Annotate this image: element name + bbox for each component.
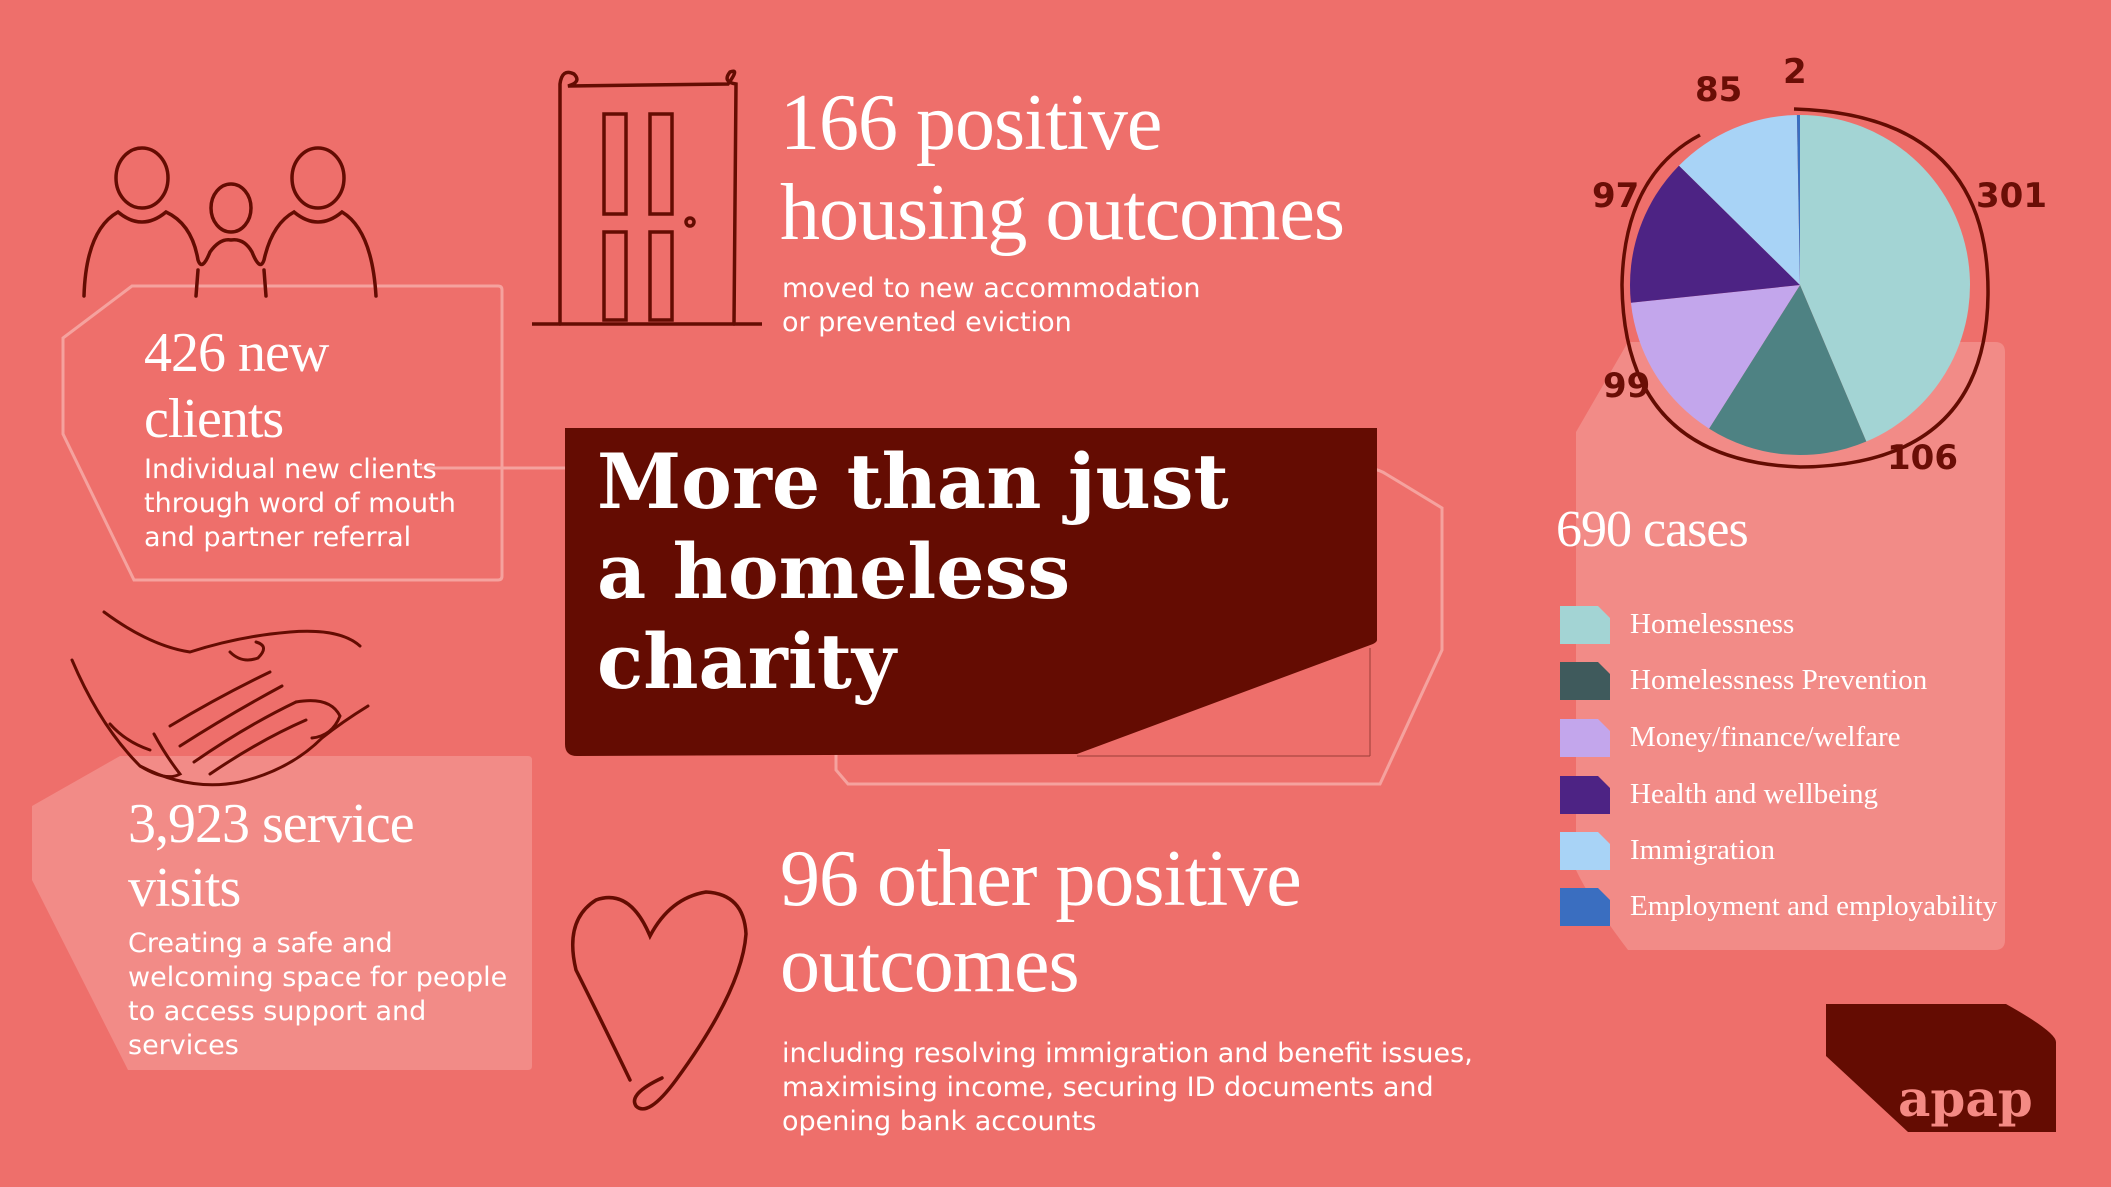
clients-stat-desc-line1: Individual new clients [144, 454, 437, 485]
door-icon [532, 69, 762, 326]
hero-box [565, 428, 1377, 757]
legend-swatch-3 [1560, 776, 1610, 814]
legend-item-3: Health and wellbeing [1558, 774, 1878, 814]
legend-item-0: Homelessness [1558, 604, 1794, 644]
legend-item-5: Employment and employability [1558, 886, 1997, 926]
hero-title-line1: More than just [597, 437, 1229, 526]
legend-swatch-0 [1560, 606, 1610, 644]
pie-slice-immigration [1678, 115, 1800, 285]
legend-label-4: Immigration [1630, 833, 1775, 866]
housing-stat-title-line2: housing outcomes [780, 169, 1345, 257]
pie-label-5: 2 [1783, 52, 1807, 92]
legend-swatch-2 [1560, 719, 1610, 757]
legend-label-3: Health and wellbeing [1630, 777, 1879, 810]
visits-stat-desc-line4: services [128, 1030, 239, 1061]
clients-stat-desc-line2: through word of mouth [144, 488, 456, 519]
hero-title-line3: charity [597, 617, 896, 706]
visits-stat-title-line2: visits [128, 857, 241, 919]
clients-stat-desc-line3: and partner referral [144, 522, 412, 553]
housing-stat-desc-line2: or prevented eviction [782, 307, 1072, 338]
pie-slice-health-and-wellbeing [1630, 165, 1800, 303]
people-icon [82, 146, 378, 298]
hero-title: More than just a homeless charity [597, 437, 1229, 707]
clients-stat-title-line2: clients [144, 388, 284, 450]
legend-label-2: Money/finance/welfare [1630, 720, 1901, 753]
other-stat-title-line2: outcomes [780, 921, 1080, 1009]
pie-label-2: 99 [1603, 366, 1651, 406]
other-stat-desc: including resolving immigration and bene… [782, 1037, 1473, 1139]
pie-slice-homelessness [1800, 115, 1971, 442]
legend-swatch-1 [1560, 662, 1610, 700]
heart-icon [571, 890, 748, 1111]
legend-item-1: Homelessness Prevention [1558, 660, 1927, 700]
housing-stat-desc-line1: moved to new accommodation [782, 273, 1201, 304]
pie-slice-employment-and-employability [1796, 115, 1800, 285]
clients-stat-title: 426 new clients [144, 320, 329, 452]
clients-stat-title-line1: 426 new [144, 322, 329, 384]
visits-stat-desc-line1: Creating a safe and [128, 928, 393, 959]
housing-stat-desc: moved to new accommodation or prevented … [782, 272, 1201, 340]
legend-label-5: Employment and employability [1630, 889, 1998, 922]
legend-label-1: Homelessness Prevention [1630, 663, 1928, 696]
logo-text: apap [1898, 1069, 2033, 1128]
cases-pie-chart [1620, 107, 1990, 469]
legend-item-2: Money/finance/welfare [1558, 717, 1901, 757]
housing-stat-title-line1: 166 positive [780, 79, 1162, 167]
other-stat-title: 96 other positive outcomes [780, 835, 1302, 1009]
apap-logo: apap [1826, 1004, 2056, 1132]
visits-stat-desc: Creating a safe and welcoming space for … [128, 927, 507, 1063]
visits-stat-desc-line2: welcoming space for people [128, 962, 508, 993]
other-stat-desc-line2: maximising income, securing ID documents… [782, 1072, 1434, 1103]
hero-title-line2: a homeless [597, 527, 1071, 616]
hands-icon [70, 610, 370, 787]
housing-stat-title: 166 positive housing outcomes [780, 78, 1345, 258]
pie-label-3: 97 [1592, 176, 1640, 216]
other-stat-title-line1: 96 other positive [780, 835, 1302, 923]
other-stat-desc-line3: opening bank accounts [782, 1106, 1097, 1137]
pie-slice-homelessness-prevention [1709, 285, 1867, 456]
visits-stat-desc-line3: to access support and [128, 996, 427, 1027]
cases-total: 690 cases [1556, 501, 1749, 558]
pie-label-1: 106 [1887, 438, 1958, 478]
clients-stat-desc: Individual new clients through word of m… [144, 453, 456, 555]
visits-stat-title-line1: 3,923 service [128, 793, 415, 855]
pie-label-0: 301 [1976, 176, 2047, 216]
legend-label-0: Homelessness [1630, 607, 1795, 640]
visits-stat-title: 3,923 service visits [128, 792, 415, 920]
pie-outline-ring [1620, 107, 1990, 469]
pie-slice-money-finance-welfare [1630, 285, 1800, 429]
other-stat-desc-line1: including resolving immigration and bene… [782, 1038, 1473, 1069]
legend-item-4: Immigration [1558, 830, 1775, 870]
legend-swatch-4 [1560, 832, 1610, 870]
pie-label-4: 85 [1695, 70, 1743, 110]
legend-swatch-5 [1560, 888, 1610, 926]
